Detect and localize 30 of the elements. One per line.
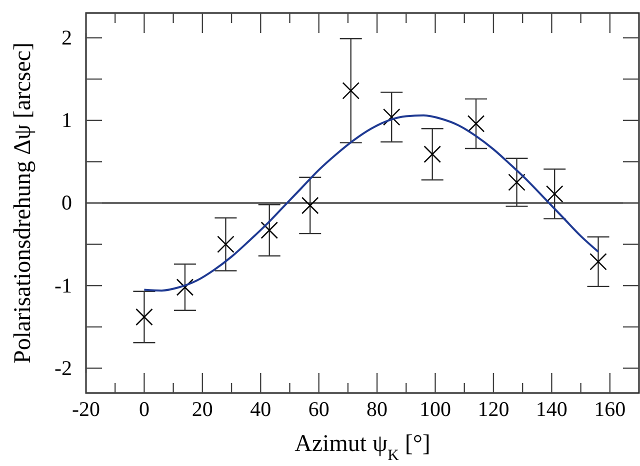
point: [546, 185, 564, 203]
y-tick-label: -1: [54, 273, 72, 298]
point: [342, 82, 360, 100]
point: [382, 108, 400, 126]
point: [467, 115, 485, 132]
point: [136, 308, 153, 326]
x-tick-label: 120: [478, 396, 510, 421]
y-tick-label: 0: [62, 190, 72, 215]
x-tick-label: 100: [420, 396, 452, 421]
x-tick-label: 160: [594, 396, 626, 421]
point: [301, 196, 319, 214]
point: [508, 174, 526, 191]
y-tick-label: 1: [62, 108, 72, 132]
point: [217, 236, 234, 253]
x-tick-label: 140: [536, 396, 568, 421]
x-tick-label: -20: [72, 396, 100, 421]
x-tick-label: 20: [192, 396, 213, 421]
x-axis-title: Azimut ψ$_{K}$ [°]: [294, 431, 430, 464]
y-tick-label: 2: [62, 26, 72, 50]
point: [590, 253, 607, 270]
point: [260, 222, 278, 239]
point: [424, 146, 442, 163]
point: [176, 278, 194, 296]
line-series: [143, 114, 600, 292]
x-tick-label: 40: [250, 396, 272, 421]
y-axis-title: Polarisationsdrehung Δψ [arcsec]: [10, 42, 36, 364]
y-tick-label: -2: [54, 356, 72, 380]
x-tick-label: 80: [366, 396, 388, 421]
x-tick-label: 60: [308, 396, 330, 421]
x-tick-label: 0: [138, 396, 150, 421]
